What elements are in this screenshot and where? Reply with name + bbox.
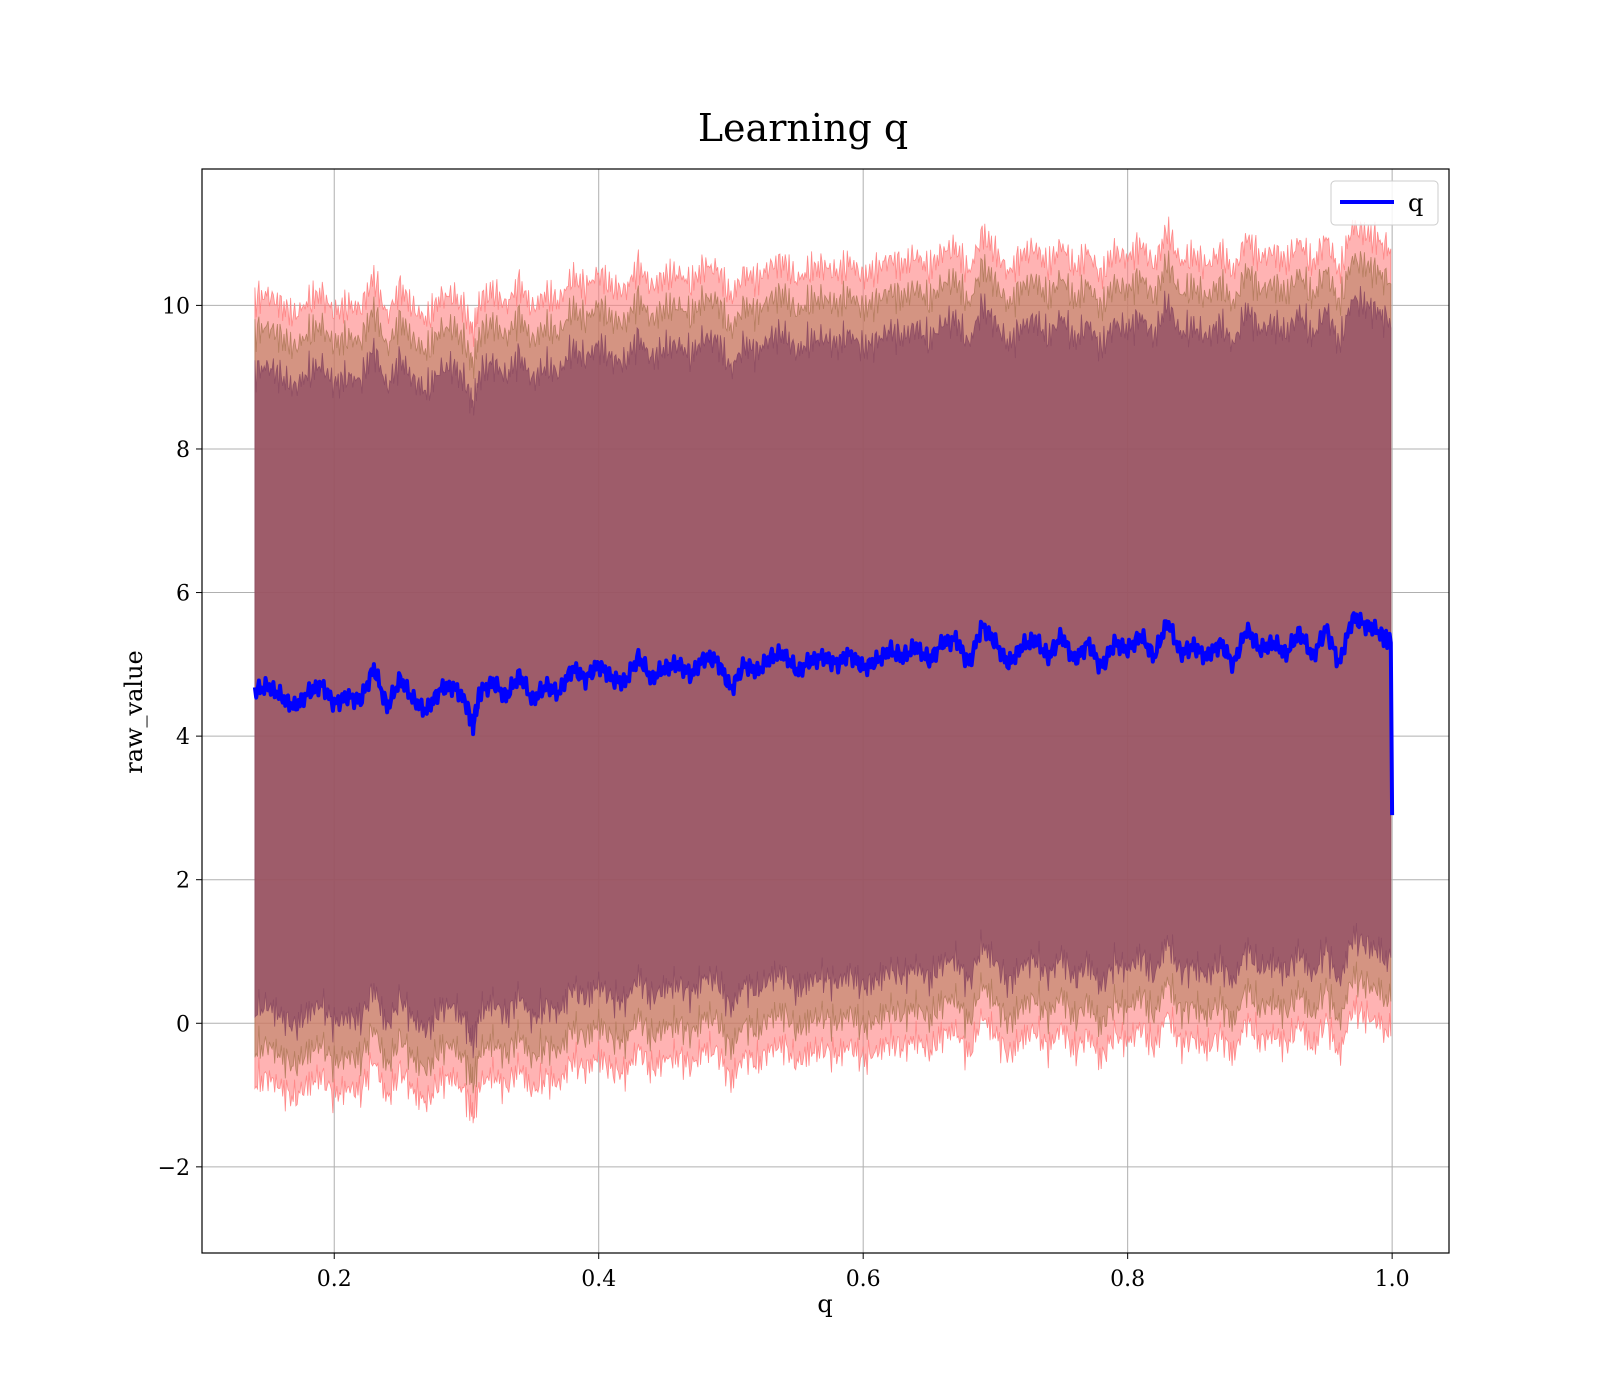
y-tick-label: 4 [176, 725, 190, 750]
x-tick-label: 0.4 [581, 1267, 616, 1292]
x-axis: 0.2 0.4 0.6 0.8 1.0 [317, 1253, 1410, 1292]
x-tick-label: 0.6 [846, 1267, 881, 1292]
y-tick-label: 10 [162, 294, 190, 319]
legend-label-q: q [1408, 189, 1423, 217]
x-tick-label: 1.0 [1375, 1267, 1410, 1292]
y-tick-label: −2 [158, 1156, 190, 1181]
bands [254, 216, 1392, 1124]
legend: q [1330, 180, 1439, 226]
x-axis-label: q [817, 1290, 832, 1318]
series-line-q [252, 611, 1395, 816]
y-axis-label: raw_value [120, 650, 148, 774]
y-tick-label: 2 [176, 869, 190, 894]
inner-band [254, 285, 1392, 1059]
y-axis: −2 0 2 4 6 8 10 [158, 294, 202, 1181]
chart-title: Learning q [698, 106, 908, 150]
x-tick-label: 0.8 [1110, 1267, 1145, 1292]
series-layer [252, 611, 1395, 816]
y-tick-label: 0 [176, 1012, 190, 1037]
y-tick-label: 8 [176, 438, 190, 463]
x-tick-label: 0.2 [317, 1267, 352, 1292]
plot-frame [201, 168, 1450, 1254]
y-tick-label: 6 [176, 582, 190, 607]
